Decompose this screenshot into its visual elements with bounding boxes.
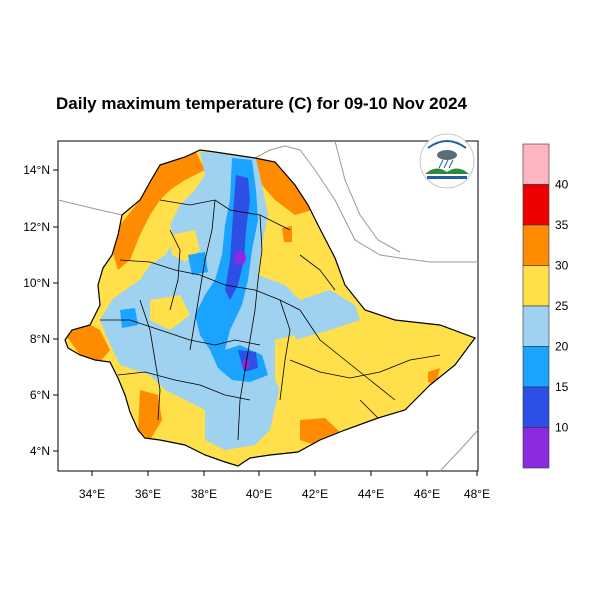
zone-25-30-pocket-4 <box>275 335 300 400</box>
y-tick-label: 6°N <box>30 388 50 402</box>
zone-10-15-north <box>225 175 250 300</box>
logo-hills <box>425 168 469 174</box>
zone-25-30-pocket-1 <box>170 230 200 262</box>
x-axis: 34°E 36°E 38°E 40°E 42°E 44°E 46°E 48°E <box>79 471 490 501</box>
y-tick-label: 10°N <box>23 276 50 290</box>
x-tick-label: 44°E <box>358 487 384 501</box>
x-tick-label: 34°E <box>79 487 105 501</box>
colorbar-segment <box>522 427 550 469</box>
zone-30-35-southwest <box>138 390 162 440</box>
logo-rain <box>438 159 454 169</box>
colorbar-label: 35 <box>555 218 569 232</box>
zone-30-35-northeast <box>255 155 312 215</box>
zone-30-35-northwest <box>112 150 205 270</box>
admin-boundaries <box>100 199 441 441</box>
y-tick-label: 14°N <box>23 163 50 177</box>
zone-15-20-west <box>188 252 208 275</box>
x-tick-label: 42°E <box>302 487 328 501</box>
colorbar-segment <box>522 265 550 307</box>
colorbar-segment <box>522 305 550 347</box>
zone-below-10-north <box>234 251 246 265</box>
colorbar-label: 15 <box>555 380 569 394</box>
colorbar-label: 20 <box>555 340 569 354</box>
map-title: Daily maximum temperature (C) for 09-10 … <box>56 94 467 113</box>
zone-30-35-west <box>65 322 110 362</box>
y-tick-label: 8°N <box>30 332 50 346</box>
logo-arc <box>427 140 467 149</box>
colorbar-label: 10 <box>555 421 569 435</box>
colorbar-label: 30 <box>555 259 569 273</box>
colorbar-segment <box>522 143 550 185</box>
y-tick-label: 4°N <box>30 444 50 458</box>
zone-25-30-pocket-3 <box>275 240 305 282</box>
colorbar: 40 35 30 25 20 15 10 <box>522 143 569 469</box>
colorbar-segment <box>522 386 550 428</box>
colorbar-segment <box>522 346 550 388</box>
colorbar-label: 25 <box>555 299 569 313</box>
colorbar-segment <box>522 224 550 266</box>
zone-15-20-far-west <box>120 308 138 328</box>
logo-banner <box>427 176 467 179</box>
x-tick-label: 38°E <box>191 487 217 501</box>
x-tick-label: 40°E <box>246 487 272 501</box>
y-axis: 14°N 12°N 10°N 8°N 6°N 4°N <box>23 163 58 458</box>
y-tick-label: 12°N <box>23 220 50 234</box>
zone-30-35-south <box>300 418 340 445</box>
x-tick-label: 46°E <box>414 487 440 501</box>
colorbar-label: 40 <box>555 178 569 192</box>
zone-25-30-pocket-2 <box>150 295 190 330</box>
x-tick-label: 36°E <box>135 487 161 501</box>
colorbar-segment <box>522 184 550 226</box>
x-tick-label: 48°E <box>464 487 490 501</box>
logo-cloud <box>437 150 457 160</box>
ethiopian-meteorology-institute-logo <box>419 133 475 189</box>
neighbor-borders <box>57 140 479 472</box>
